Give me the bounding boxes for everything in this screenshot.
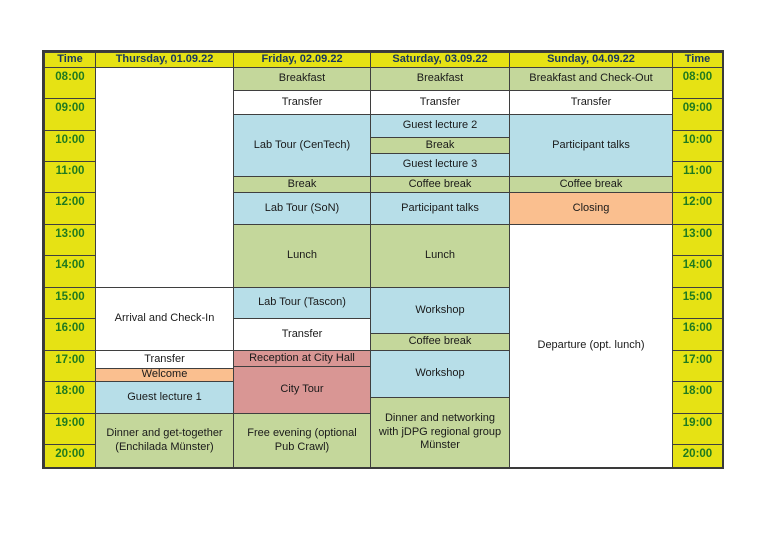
time-cell-right-1000: 10:00 [672, 130, 723, 162]
time-cell-left-1100: 11:00 [44, 161, 96, 193]
event-friday-transfer-1: Transfer [233, 90, 371, 115]
event-thursday-transfer: Transfer [95, 350, 234, 369]
time-cell-left-1600: 16:00 [44, 318, 96, 351]
thursday-empty-cell [95, 67, 234, 288]
event-sunday-closing: Closing [509, 192, 673, 225]
event-saturday-guest-lecture-2: Guest lecture 2 [370, 114, 510, 138]
header-cell-saturday: Saturday, 03.09.22 [370, 52, 510, 68]
event-saturday-coffee-break-2: Coffee break [370, 333, 510, 351]
time-cell-right-1800: 18:00 [672, 381, 723, 414]
event-saturday-dinner-networking: Dinner and networking with jDPG regional… [370, 397, 510, 468]
event-friday-lab-tour-centech: Lab Tour (CenTech) [233, 114, 371, 177]
event-saturday-break: Break [370, 137, 510, 154]
event-saturday-coffee-break-1: Coffee break [370, 176, 510, 193]
time-cell-left-1700: 17:00 [44, 350, 96, 382]
event-saturday-breakfast: Breakfast [370, 67, 510, 91]
time-cell-right-1300: 13:00 [672, 224, 723, 256]
time-cell-left-1200: 12:00 [44, 192, 96, 225]
time-cell-right-0800: 08:00 [672, 67, 723, 99]
event-sunday-breakfast-checkout: Breakfast and Check-Out [509, 67, 673, 91]
event-thursday-welcome: Welcome [95, 368, 234, 382]
event-friday-breakfast: Breakfast [233, 67, 371, 91]
event-saturday-workshop-2: Workshop [370, 350, 510, 398]
header-cell-time-left: Time [44, 52, 96, 68]
time-cell-right-1200: 12:00 [672, 192, 723, 225]
event-friday-transfer-2: Transfer [233, 318, 371, 351]
time-cell-left-0900: 09:00 [44, 98, 96, 131]
header-cell-thursday: Thursday, 01.09.22 [95, 52, 234, 68]
event-thursday-guest-lecture-1: Guest lecture 1 [95, 381, 234, 414]
time-cell-left-1500: 15:00 [44, 287, 96, 319]
time-cell-left-0800: 08:00 [44, 67, 96, 99]
time-cell-right-1600: 16:00 [672, 318, 723, 351]
event-sunday-departure: Departure (opt. lunch) [509, 224, 673, 468]
header-cell-sunday: Sunday, 04.09.22 [509, 52, 673, 68]
event-saturday-workshop-1: Workshop [370, 287, 510, 334]
time-cell-left-1800: 18:00 [44, 381, 96, 414]
event-saturday-transfer: Transfer [370, 90, 510, 115]
time-cell-right-1100: 11:00 [672, 161, 723, 193]
time-cell-right-1700: 17:00 [672, 350, 723, 382]
time-cell-left-1000: 10:00 [44, 130, 96, 162]
time-cell-left-1300: 13:00 [44, 224, 96, 256]
event-friday-lab-tour-son: Lab Tour (SoN) [233, 192, 371, 225]
event-saturday-participant-talks: Participant talks [370, 192, 510, 225]
event-sunday-transfer: Transfer [509, 90, 673, 115]
event-thursday-arrival: Arrival and Check-In [95, 287, 234, 351]
event-friday-city-tour: City Tour [233, 366, 371, 414]
time-cell-right-1900: 19:00 [672, 413, 723, 445]
time-cell-right-2000: 20:00 [672, 444, 723, 468]
header-cell-time-right: Time [672, 52, 723, 68]
event-sunday-participant-talks: Participant talks [509, 114, 673, 177]
event-saturday-lunch: Lunch [370, 224, 510, 288]
event-thursday-dinner: Dinner and get-together (Enchilada Münst… [95, 413, 234, 468]
event-sunday-coffee-break: Coffee break [509, 176, 673, 193]
event-friday-lab-tour-tascon: Lab Tour (Tascon) [233, 287, 371, 319]
event-friday-reception: Reception at City Hall [233, 350, 371, 367]
event-friday-free-evening: Free evening (optional Pub Crawl) [233, 413, 371, 468]
time-cell-left-2000: 20:00 [44, 444, 96, 468]
time-cell-right-0900: 09:00 [672, 98, 723, 131]
event-saturday-guest-lecture-3: Guest lecture 3 [370, 153, 510, 177]
time-cell-right-1400: 14:00 [672, 255, 723, 288]
time-cell-left-1900: 19:00 [44, 413, 96, 445]
event-friday-lunch: Lunch [233, 224, 371, 288]
event-friday-break: Break [233, 176, 371, 193]
time-cell-right-1500: 15:00 [672, 287, 723, 319]
header-cell-friday: Friday, 02.09.22 [233, 52, 371, 68]
time-cell-left-1400: 14:00 [44, 255, 96, 288]
